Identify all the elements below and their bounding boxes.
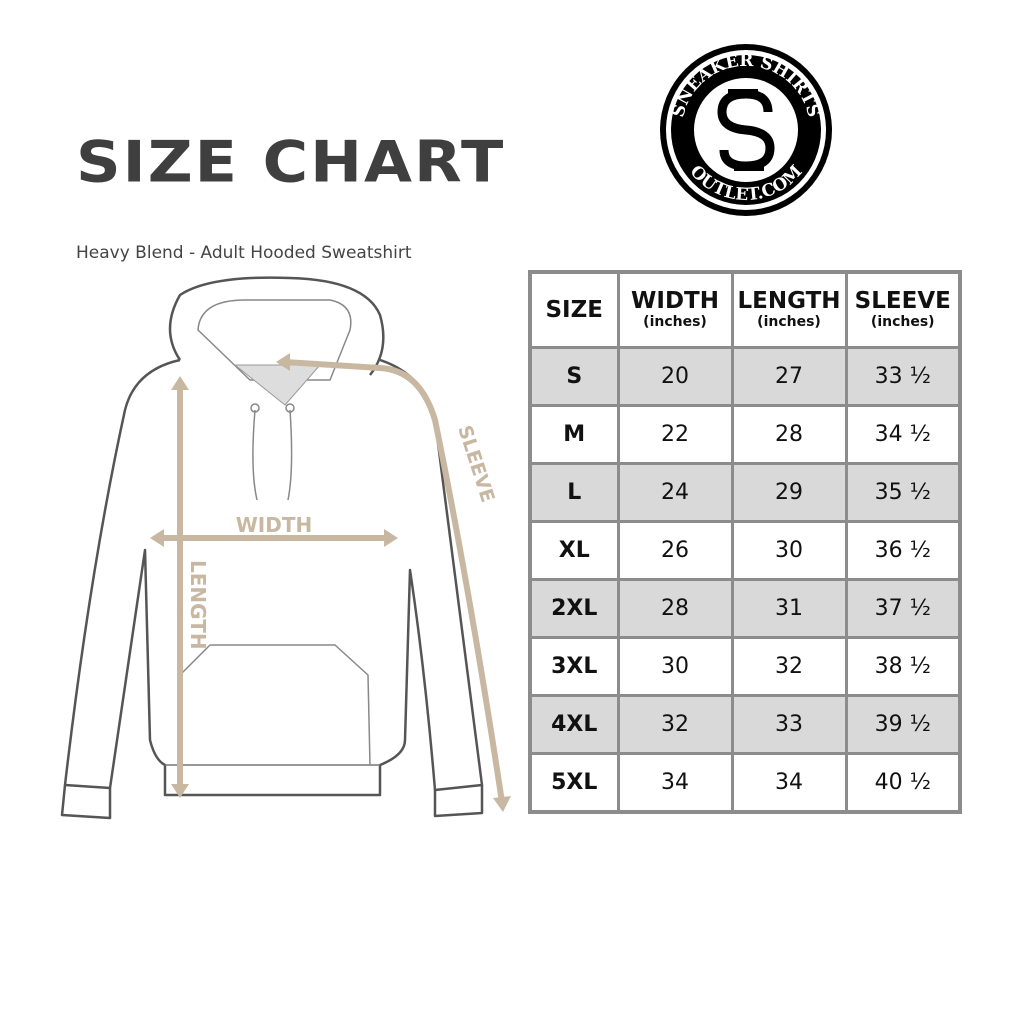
length-cell: 28 [730,404,848,465]
length-cell: 29 [730,462,848,523]
table-row: M 22 28 34 ½ [528,404,962,465]
product-subtitle: Heavy Blend - Adult Hooded Sweatshirt [76,243,412,263]
hood-outline [168,276,385,376]
size-table: SIZE WIDTH (inches) LENGTH (inches) SLEEVE… [528,270,962,814]
length-cell: 30 [730,520,848,581]
page-title: SIZE CHART [76,128,506,196]
sleeve-cell: 40 ½ [844,752,962,814]
table-row: 2XL 28 31 37 ½ [528,578,962,639]
size-cell: 2XL [528,578,620,639]
width-cell: 32 [616,694,734,755]
size-cell: 4XL [528,694,620,755]
body-outline [63,358,484,797]
table-row: 4XL 32 33 39 ½ [528,694,962,755]
length-cell: 27 [730,346,848,407]
width-cell: 28 [616,578,734,639]
size-cell: 3XL [528,636,620,697]
table-row: XL 26 30 36 ½ [528,520,962,581]
hoodie-diagram: WIDTH LENGTH SLEEVE [60,276,511,820]
size-cell: S [528,346,620,407]
size-cell: L [528,462,620,523]
sleeve-cell: 39 ½ [844,694,962,755]
length-label: LENGTH [186,560,210,650]
table-row: 5XL 34 34 40 ½ [528,752,962,814]
length-cell: 32 [730,636,848,697]
width-cell: 30 [616,636,734,697]
table-row: 3XL 30 32 38 ½ [528,636,962,697]
header-size: SIZE [528,270,620,349]
width-cell: 22 [616,404,734,465]
header-width: WIDTH (inches) [616,270,734,349]
sleeve-cell: 34 ½ [844,404,962,465]
sleeve-cell: 38 ½ [844,636,962,697]
sleeve-cell: 37 ½ [844,578,962,639]
width-label: WIDTH [236,513,312,537]
sleeve-arrow [284,359,505,803]
length-cell: 31 [730,578,848,639]
width-cell: 26 [616,520,734,581]
header-sleeve: SLEEVE (inches) [844,270,962,349]
width-cell: 24 [616,462,734,523]
size-cell: XL [528,520,620,581]
width-cell: 20 [616,346,734,407]
ss-monogram-icon [717,89,775,171]
width-cell: 34 [616,752,734,814]
table-row: L 24 29 35 ½ [528,462,962,523]
table-row: S 20 27 33 ½ [528,346,962,407]
length-cell: 34 [730,752,848,814]
sleeve-cell: 33 ½ [844,346,962,407]
pocket-outline [179,644,371,766]
brand-logo: SNEAKER SHIRTS OUTLET.COM [660,44,832,216]
measurement-arrows [150,353,511,812]
length-cell: 33 [730,694,848,755]
size-cell: M [528,404,620,465]
size-cell: 5XL [528,752,620,814]
sleeve-cell: 36 ½ [844,520,962,581]
sleeve-cell: 35 ½ [844,462,962,523]
header-length: LENGTH (inches) [730,270,848,349]
sleeve-label: SLEEVE [453,423,498,505]
table-header-row: SIZE WIDTH (inches) LENGTH (inches) SLEEVE… [528,270,962,349]
